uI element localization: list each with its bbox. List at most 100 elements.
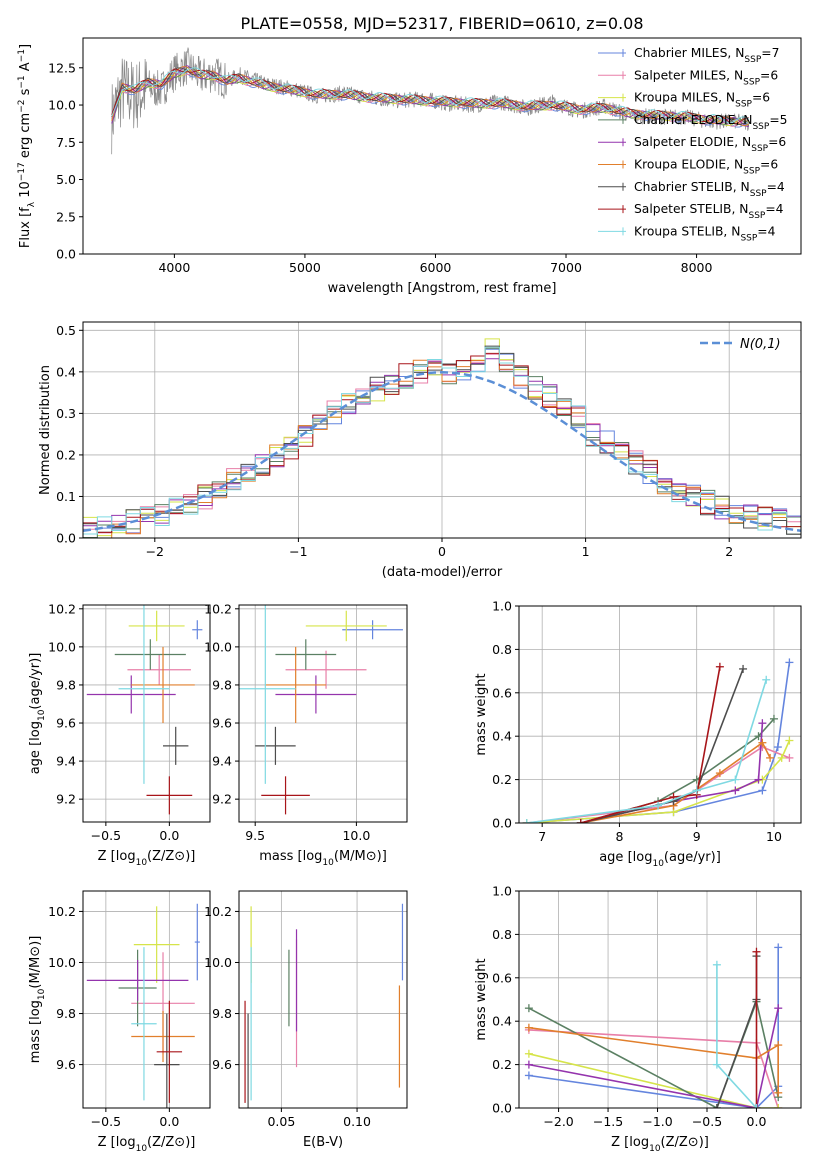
residuals-hist-5 bbox=[83, 346, 801, 538]
mass-vs-Z-xlabel: Z [log10(Z/Z⊙)] bbox=[98, 1135, 196, 1154]
label-span: =5 bbox=[769, 113, 787, 127]
mass-weight-vs-age-line-1 bbox=[526, 746, 790, 823]
mass-weight-vs-Z-frame bbox=[518, 890, 802, 1109]
residuals-xtick-label: 1 bbox=[582, 544, 590, 559]
label-span: SSP bbox=[752, 122, 769, 132]
label-span: SSP bbox=[743, 167, 760, 177]
age-vs-mass-ytick-label: 10.0 bbox=[204, 639, 232, 654]
legend-entry: Chabrier MILES, NSSP=7 bbox=[634, 46, 779, 65]
age-vs-mass-xlabel: mass [log10(M/M⊙)] bbox=[259, 849, 387, 868]
label-span: Z [ bbox=[611, 1135, 629, 1150]
label-span: age [ bbox=[28, 741, 43, 774]
label-sub: 10 bbox=[37, 709, 47, 721]
label-span: E(B-V) bbox=[303, 1135, 343, 1150]
mass-vs-ebv-ytick-label: 10.0 bbox=[204, 955, 232, 970]
spectrum-model-line-4 bbox=[111, 65, 749, 128]
legend-entry: Salpeter ELODIE, NSSP=6 bbox=[634, 135, 786, 154]
spectrum-model-line-7 bbox=[111, 68, 749, 125]
label-span: =6 bbox=[768, 135, 786, 149]
mass-weight-vs-age-plot-area bbox=[522, 658, 794, 823]
label-span: (Z/Z⊙)] bbox=[147, 1135, 195, 1150]
mass-weight-vs-age-ylabel: mass weight bbox=[474, 673, 489, 755]
label-span: log bbox=[28, 721, 43, 741]
spectrum-xlabel: wavelength [Angstrom, rest frame] bbox=[328, 281, 557, 296]
label-span: Chabrier STELIB, N bbox=[634, 180, 750, 194]
spectrum-plot-area bbox=[111, 47, 750, 155]
residuals-xtick-label: −1 bbox=[289, 544, 307, 559]
mass-vs-ebv-ytick-label: 10.2 bbox=[204, 904, 232, 919]
mass-vs-Z-ylabel: mass [log10(M/M⊙)] bbox=[28, 936, 47, 1064]
spectrum-frame bbox=[82, 37, 802, 255]
age-vs-Z-ytick-label: 9.8 bbox=[56, 677, 76, 692]
label-span: log bbox=[303, 849, 323, 864]
mass-vs-ebv-frame bbox=[238, 890, 408, 1109]
residuals-ytick-label: 0.0 bbox=[56, 531, 76, 546]
label-span: −2 bbox=[17, 100, 27, 113]
mass-weight-vs-age-xtick-label: 10 bbox=[766, 829, 782, 844]
label-span: mass [ bbox=[28, 1020, 43, 1063]
label-sub: 10 bbox=[136, 858, 148, 868]
mass-weight-vs-age-ytick-label: 0.2 bbox=[492, 772, 512, 787]
label-span: (age/yr)] bbox=[28, 653, 43, 710]
mass-vs-Z-plot-area bbox=[86, 903, 200, 1108]
residuals-ytick-label: 0.5 bbox=[56, 323, 76, 338]
label-span: SSP bbox=[740, 233, 757, 243]
label-span: log bbox=[116, 849, 136, 864]
label-span: =6 bbox=[760, 68, 778, 82]
label-span: λ bbox=[27, 201, 37, 207]
legend-entry: Kroupa MILES, NSSP=6 bbox=[634, 91, 770, 110]
mass-weight-vs-Z-ytick-label: 0.4 bbox=[492, 1014, 512, 1029]
legend-entry: Salpeter STELIB, NSSP=4 bbox=[634, 202, 784, 221]
label-span: Salpeter STELIB, N bbox=[634, 202, 749, 216]
residuals-xlabel: (data-model)/error bbox=[382, 565, 503, 580]
age-vs-mass-ytick-label: 10.2 bbox=[204, 601, 232, 616]
label-span: SSP bbox=[743, 77, 760, 87]
label-sub: 10 bbox=[37, 988, 47, 1000]
mass-weight-vs-age-ytick-label: 0.0 bbox=[492, 816, 512, 831]
label-span: (M/M⊙)] bbox=[334, 849, 387, 864]
age-vs-mass-ytick-label: 9.4 bbox=[212, 754, 232, 769]
label-span: (data-model)/error bbox=[382, 565, 503, 580]
label-span: =4 bbox=[757, 224, 775, 238]
mass-vs-Z-xtick-label: 0.0 bbox=[159, 1114, 179, 1129]
legend-entry: Chabrier ELODIE, NSSP=5 bbox=[634, 113, 787, 132]
residuals-gaussian bbox=[83, 371, 801, 532]
residuals-ytick-label: 0.2 bbox=[56, 447, 76, 462]
spectrum-xtick-label: 8000 bbox=[681, 260, 713, 275]
label-sub: 10 bbox=[652, 859, 664, 869]
spectrum-xtick-label: 5000 bbox=[289, 260, 321, 275]
label-span: −1 bbox=[17, 49, 27, 62]
label-span: ] bbox=[18, 44, 33, 49]
label-span: log bbox=[116, 1135, 136, 1150]
spectrum-ytick-label: 10.0 bbox=[48, 98, 76, 113]
residuals-ytick-label: 0.4 bbox=[56, 364, 76, 379]
age-vs-mass-ytick-label: 9.6 bbox=[212, 716, 232, 731]
spectrum-xtick-label: 4000 bbox=[158, 260, 190, 275]
mass-vs-ebv-xlabel: E(B-V) bbox=[303, 1135, 343, 1150]
label-span: (Z/Z⊙)] bbox=[661, 1135, 709, 1150]
mass-vs-ebv-plot-area bbox=[244, 903, 404, 1108]
residuals-plot-area bbox=[83, 338, 801, 538]
spectrum-xtick-label: 7000 bbox=[550, 260, 582, 275]
spectrum-model-line-8 bbox=[111, 67, 750, 124]
mass-weight-vs-age-frame bbox=[518, 605, 802, 824]
mass-weight-vs-age-xtick-label: 9 bbox=[693, 829, 701, 844]
label-span: Z [ bbox=[98, 1135, 116, 1150]
label-span: SSP bbox=[749, 211, 766, 221]
age-vs-Z-panel: −0.5 0.09.29.49.69.810.010.2Z [log10(Z/Z⊙… bbox=[28, 601, 211, 868]
residuals-ytick-label: 0.3 bbox=[56, 406, 76, 421]
mass-weight-vs-Z-ytick-label: 0.2 bbox=[492, 1057, 512, 1072]
label-span: A bbox=[18, 62, 33, 75]
label-span: =6 bbox=[752, 91, 770, 105]
legend-entry: Kroupa STELIB, NSSP=4 bbox=[634, 224, 776, 243]
mass-weight-vs-Z-line-4 bbox=[528, 1008, 779, 1108]
label-span: =4 bbox=[767, 180, 785, 194]
mass-vs-Z-xtick-label: −0.5 bbox=[91, 1114, 121, 1129]
age-vs-Z-ylabel: age [log10(age/yr)] bbox=[28, 653, 47, 775]
label-span: Salpeter MILES, N bbox=[634, 68, 743, 82]
label-span: SSP bbox=[735, 100, 752, 110]
age-vs-Z-ytick-label: 10.0 bbox=[48, 639, 76, 654]
